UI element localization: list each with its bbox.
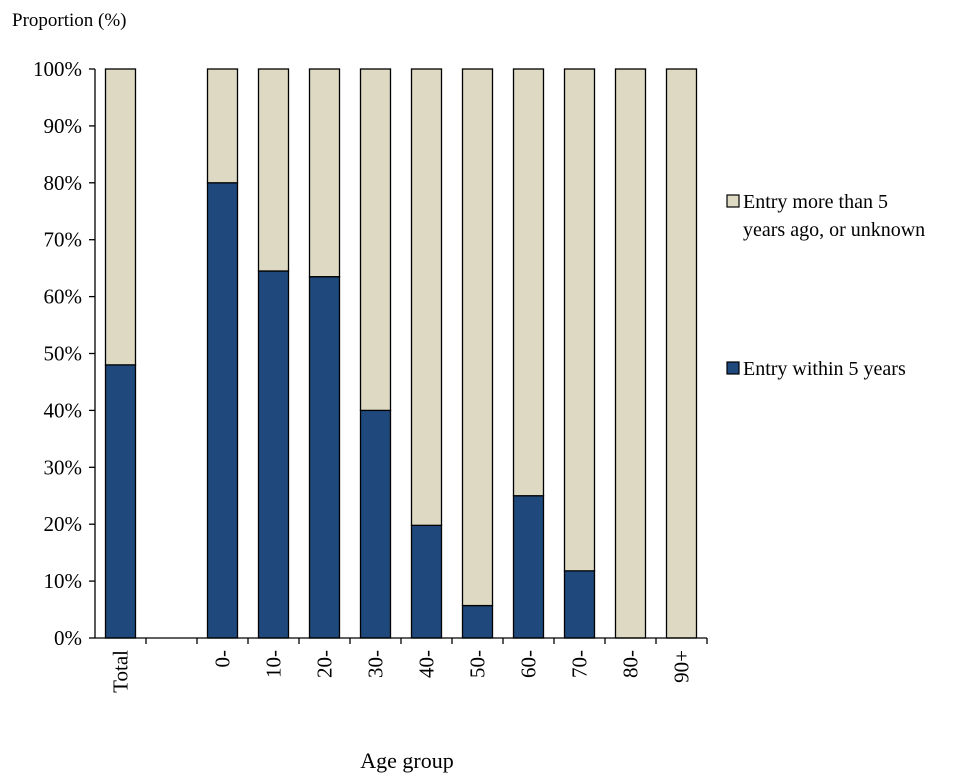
bar-segment (410, 68, 443, 526)
y-tick-label: 40% (44, 398, 83, 422)
x-tick-label: 10- (262, 650, 286, 678)
bar-segment (461, 68, 494, 607)
y-tick-label: 0% (54, 626, 82, 650)
y-axis-title: Proportion (%) (12, 10, 127, 31)
bar-segment (563, 68, 596, 572)
bar-segment (410, 524, 443, 639)
y-tick-label: 50% (44, 342, 83, 366)
bar-segment (359, 409, 392, 639)
bar-segment (104, 68, 137, 366)
bar-segment (308, 68, 341, 278)
y-tick-label: 60% (44, 285, 83, 309)
bar-segment (104, 364, 137, 639)
legend-swatch (726, 194, 740, 208)
bar-segment (614, 68, 647, 639)
x-tick-label: 90+ (670, 650, 694, 683)
bar-segment (308, 276, 341, 639)
y-tick-label: 70% (44, 228, 83, 252)
x-axis-ticks: Total 0- 10- 20- 30- 40- 50- 60- 70- 80- 90+ (109, 638, 708, 693)
bar-segment (257, 270, 290, 639)
x-tick-label: 30- (364, 650, 388, 678)
bars (104, 68, 698, 639)
bar-segment (206, 68, 239, 184)
bar-segment (563, 570, 596, 639)
y-tick-label: 80% (44, 171, 83, 195)
y-tick-label: 100% (33, 57, 82, 81)
x-tick-label: 40- (415, 650, 439, 678)
legend-label: Entry more than 5 (743, 191, 888, 213)
x-tick-label: 60- (517, 650, 541, 678)
x-axis-title: Age group (360, 748, 453, 773)
y-tick-label: 20% (44, 512, 83, 536)
legend-swatch (726, 361, 740, 375)
legend-label: Entry within 5 years (743, 358, 906, 380)
x-tick-label: 80- (619, 650, 643, 678)
bar-segment (512, 68, 545, 497)
legend: Entry more than 5 years ago, or unknown En… (726, 191, 925, 380)
x-tick-label: Total (109, 650, 133, 693)
bar-segment (257, 68, 290, 272)
x-tick-label: 70- (568, 650, 592, 678)
x-tick-label: 20- (313, 650, 337, 678)
bar-segment (461, 604, 494, 639)
legend-label: years ago, or unknown (743, 219, 925, 241)
bar-segment (665, 68, 698, 639)
y-tick-label: 30% (44, 455, 83, 479)
x-tick-label: 50- (466, 650, 490, 678)
bar-segment (512, 495, 545, 639)
bar-segment (206, 182, 239, 639)
y-tick-label: 90% (44, 114, 83, 138)
bar-segment (359, 68, 392, 412)
x-tick-label: 0- (211, 650, 235, 668)
y-tick-label: 10% (44, 569, 83, 593)
y-axis-ticks: 0% 10% 20% 30% 40% 50% 60% 70% 80% 90% 100% (33, 57, 95, 650)
